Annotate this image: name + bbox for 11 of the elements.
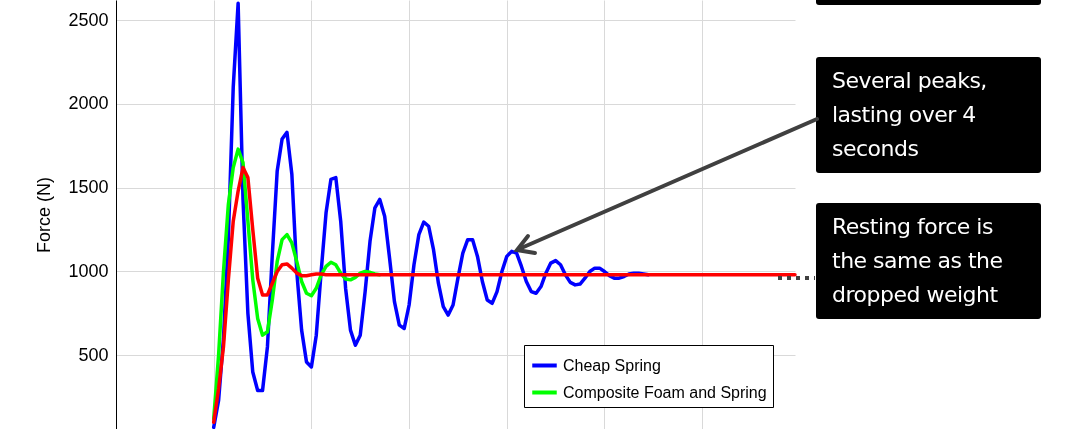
y-tick-label: 500: [78, 344, 109, 365]
y-tick-label: 1500: [68, 177, 109, 198]
text: Resting force is the same as the dropped weight: [816, 203, 1041, 319]
y-tick-label: 1000: [68, 260, 109, 281]
legend-label: Cheap Spring: [563, 356, 661, 374]
y-axis-title: Force (N): [34, 177, 55, 253]
line-series: [211, 165, 797, 425]
text: Several peaks, lasting over 4 seconds: [816, 57, 1041, 173]
y-tick-label: 2000: [68, 93, 109, 114]
legend-label: Composite Foam and Spring: [563, 383, 767, 401]
y-tick-label: 2500: [68, 9, 109, 30]
